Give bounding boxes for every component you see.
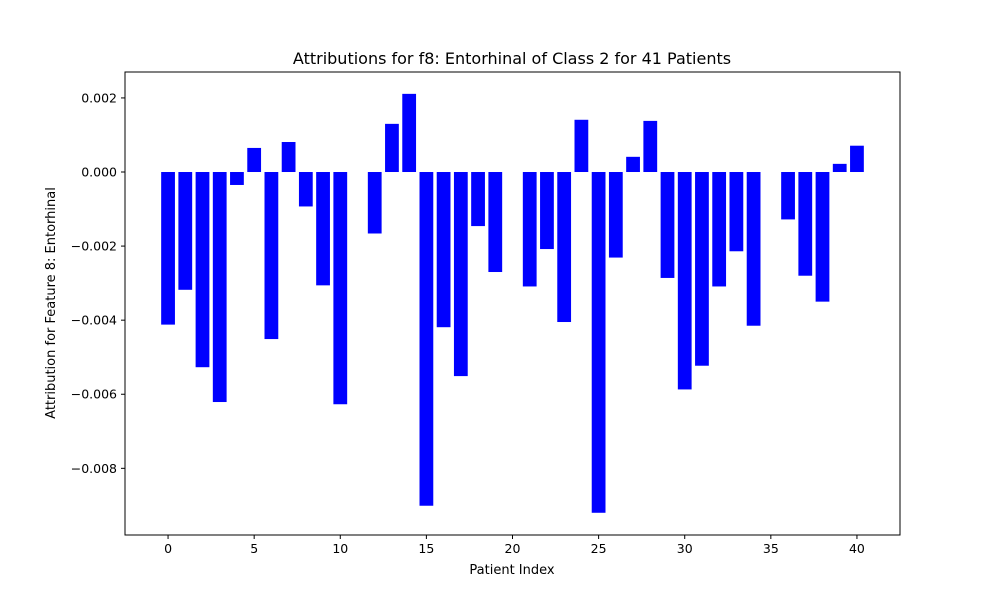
- bar-patient-1: [178, 172, 193, 290]
- y-tick-label: −0.004: [71, 313, 117, 328]
- bar-patient-16: [436, 172, 451, 328]
- y-axis-ticks: 0.002 0.000 −0.002 −0.004 −0.006 −0.008: [71, 90, 125, 476]
- x-tick-label: 15: [418, 541, 434, 556]
- bar-patient-17: [453, 172, 468, 377]
- plot-area-frame: [124, 71, 901, 536]
- bar-patient-38: [815, 172, 830, 302]
- bar-patient-4: [230, 172, 244, 185]
- x-axis-ticks: 0 5 10 15 20 25 30 35 40: [164, 535, 865, 556]
- bar-patient-12: [367, 172, 382, 234]
- x-tick-label: 20: [505, 541, 521, 556]
- x-axis-label: Patient Index: [469, 563, 554, 578]
- bar-patient-13: [385, 123, 399, 173]
- bar-patient-6: [264, 172, 279, 340]
- bar-patient-8: [298, 172, 313, 207]
- bar-patient-36: [781, 172, 795, 220]
- bar-patient-27: [626, 156, 640, 173]
- y-tick-label: −0.008: [71, 461, 117, 476]
- bar-patient-29: [660, 172, 675, 278]
- bar-patient-39: [832, 163, 847, 173]
- x-tick-label: 35: [763, 541, 779, 556]
- x-tick-label: 0: [164, 541, 172, 556]
- bar-patient-10: [333, 172, 348, 405]
- y-tick-label: 0.000: [81, 165, 117, 180]
- x-tick-label: 5: [250, 541, 258, 556]
- bar-patient-28: [643, 120, 658, 173]
- bar-patient-34: [746, 172, 761, 326]
- bar-patient-14: [402, 93, 417, 173]
- bar-patient-30: [677, 172, 692, 390]
- bar-patient-5: [247, 147, 262, 173]
- bar-patient-25: [591, 172, 606, 513]
- bar-patient-19: [488, 172, 503, 273]
- bar-patient-18: [471, 172, 485, 227]
- bar-patient-26: [608, 172, 623, 258]
- y-tick-label: −0.006: [71, 387, 117, 402]
- bars-group: [161, 93, 864, 513]
- bar-patient-33: [729, 172, 744, 252]
- bar-patient-24: [574, 119, 589, 173]
- bar-patient-37: [798, 172, 813, 276]
- y-axis-label: Attribution for Feature 8: Entorhinal: [44, 187, 59, 419]
- x-tick-label: 30: [677, 541, 693, 556]
- bar-patient-3: [212, 172, 227, 403]
- bar-patient-2: [195, 172, 210, 368]
- bar-patient-9: [316, 172, 330, 286]
- bar-patient-23: [557, 172, 572, 323]
- y-tick-label: −0.002: [71, 239, 117, 254]
- bar-patient-0: [161, 172, 175, 325]
- x-tick-label: 25: [591, 541, 607, 556]
- bar-patient-15: [419, 172, 434, 506]
- x-tick-label: 10: [332, 541, 348, 556]
- bar-patient-22: [540, 172, 554, 250]
- bar-patient-21: [522, 172, 537, 287]
- y-tick-label: 0.002: [81, 90, 117, 105]
- bar-patient-32: [712, 172, 727, 287]
- bar-patient-7: [281, 142, 296, 173]
- bar-patient-40: [850, 145, 864, 173]
- chart-title: Attributions for f8: Entorhinal of Class…: [293, 49, 731, 68]
- x-tick-label: 40: [849, 541, 865, 556]
- bar-patient-31: [695, 172, 709, 366]
